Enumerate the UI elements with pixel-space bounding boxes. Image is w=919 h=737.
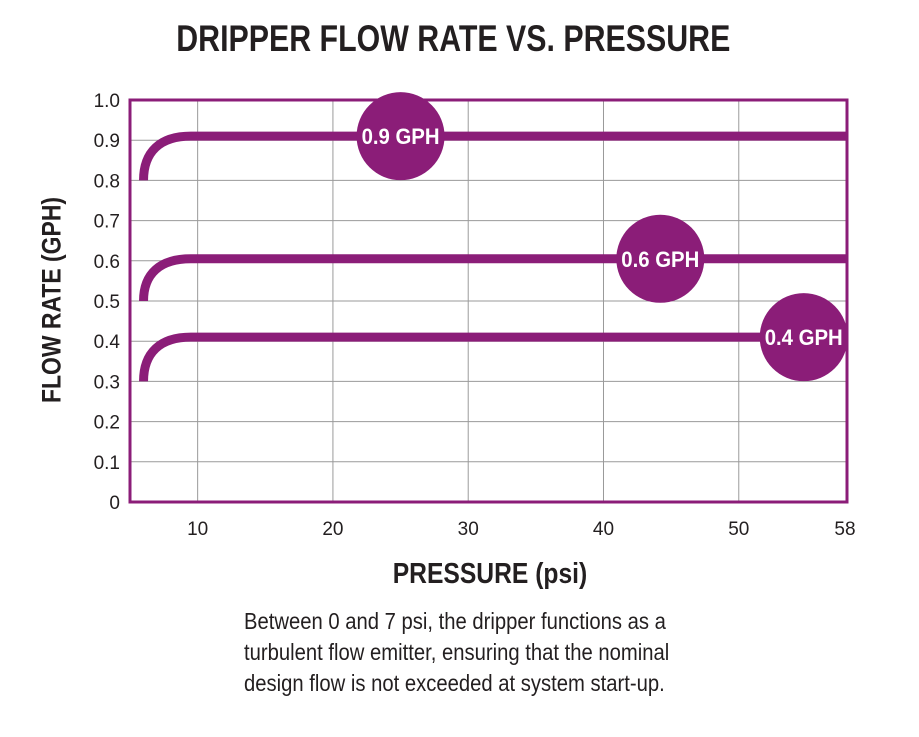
y-tick-label: 1.0 — [94, 91, 120, 112]
y-tick-label: 0 — [109, 493, 120, 514]
y-tick-label: 0.7 — [94, 212, 120, 233]
series-label-bubble-3 — [759, 293, 848, 382]
series-label-3: 0.4 GPH — [765, 325, 843, 350]
grid — [130, 100, 847, 502]
y-tick-label: 0.6 — [94, 252, 120, 273]
series-line-3 — [139, 332, 847, 382]
y-tick-label: 0.9 — [94, 131, 120, 152]
chart-title: DRIPPER FLOW RATE VS. PRESSURE — [176, 18, 731, 59]
y-axis-label-text: FLOW RATE (GPH) — [36, 196, 67, 404]
series: 0.9 GPH 0.6 GPH 0.4 GPH — [139, 92, 848, 382]
y-tick-label: 0.2 — [94, 413, 120, 434]
y-tick-label: 0.4 — [94, 332, 121, 353]
x-axis-ticks: 10 20 30 40 50 58 — [187, 519, 855, 540]
x-tick-label: 20 — [322, 519, 343, 540]
x-tick-label: 40 — [593, 519, 614, 540]
caption: Between 0 and 7 psi, the dripper functio… — [244, 608, 670, 696]
y-tick-label: 0.8 — [94, 171, 120, 192]
plot-frame — [128, 98, 849, 504]
x-tick-label: 30 — [458, 519, 479, 540]
y-tick-label: 0.5 — [94, 292, 120, 313]
y-axis-ticks: 0 0.1 0.2 0.3 0.4 0.5 0.6 0.7 0.8 0.9 1.0 — [94, 91, 121, 514]
y-tick-label: 0.1 — [94, 453, 120, 474]
x-axis-label: PRESSURE (psi) — [392, 558, 588, 590]
series-label-2: 0.6 GPH — [621, 247, 699, 272]
x-tick-label: 58 — [834, 519, 855, 540]
series-label-bubble-1 — [356, 92, 445, 181]
series-label-1: 0.9 GPH — [362, 124, 440, 149]
x-tick-label: 50 — [728, 519, 749, 540]
x-tick-label: 10 — [187, 519, 208, 540]
series-line-1 — [139, 131, 847, 181]
y-tick-label: 0.3 — [94, 372, 120, 393]
series-line-2 — [139, 254, 847, 302]
series-label-bubble-2 — [616, 214, 705, 303]
